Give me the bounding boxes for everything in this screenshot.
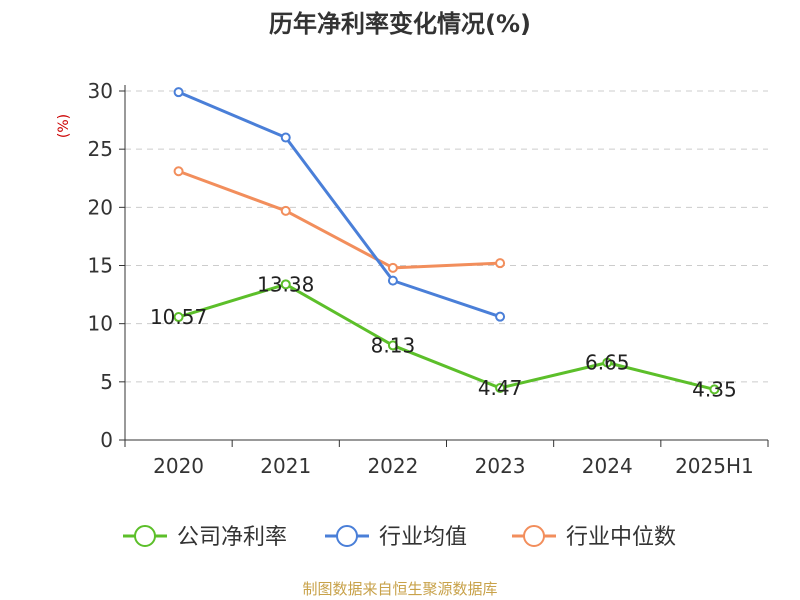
legend-marker <box>523 525 545 547</box>
data-point <box>495 258 506 269</box>
data-point <box>495 382 506 393</box>
data-point <box>280 132 291 143</box>
legend-marker <box>134 525 156 547</box>
series-line <box>178 169 501 270</box>
legend-item: 行业均值 <box>325 525 467 550</box>
legend-label: 公司净利率 <box>177 525 287 550</box>
y-tick-label: 30 <box>88 79 113 103</box>
chart-title: 历年净利率变化情况(%) <box>269 10 531 38</box>
y-tick-label: 0 <box>100 428 113 452</box>
legend-label: 行业中位数 <box>566 525 676 550</box>
data-point <box>709 384 720 395</box>
data-point <box>173 312 184 323</box>
y-tick-label: 10 <box>88 312 113 336</box>
x-tick-label: 2025H1 <box>675 454 754 478</box>
data-point <box>387 275 398 286</box>
x-tick-label: 2024 <box>582 454 633 478</box>
series-lines <box>173 87 720 395</box>
data-point <box>280 279 291 290</box>
x-tick-label: 2022 <box>367 454 418 478</box>
legend-marker <box>336 525 358 547</box>
series-3 <box>173 166 506 273</box>
y-tick-label: 20 <box>88 195 113 219</box>
data-point <box>173 166 184 177</box>
source-note: 制图数据来自恒生聚源数据库 <box>302 580 497 598</box>
y-tick-label: 5 <box>100 370 113 394</box>
data-point <box>602 357 613 368</box>
data-point <box>387 340 398 351</box>
x-tick-label: 2020 <box>153 454 204 478</box>
data-labels: 10.57 13.38 8.13 4.47 6.65 4.35 <box>150 272 737 401</box>
data-label: 13.38 <box>257 272 314 296</box>
y-tick-label: 15 <box>88 254 113 278</box>
legend-item: 公司净利率 <box>123 525 287 550</box>
legend-item: 行业中位数 <box>512 525 676 550</box>
x-tick-label: 2021 <box>260 454 311 478</box>
data-label: 4.35 <box>692 377 737 401</box>
grid-lines <box>125 90 768 383</box>
series-line <box>177 90 501 319</box>
y-axis-unit-label: (%) <box>56 114 72 138</box>
series-line <box>178 282 715 391</box>
data-label: 4.47 <box>478 376 523 400</box>
x-tick-label: 2023 <box>475 454 526 478</box>
data-label: 10.57 <box>150 305 207 329</box>
y-tick-label: 25 <box>88 137 113 161</box>
data-point <box>280 205 291 216</box>
data-label: 8.13 <box>371 333 416 357</box>
data-label: 6.65 <box>585 351 630 375</box>
data-point <box>387 262 398 273</box>
legend-label: 行业均值 <box>379 525 467 550</box>
legend: 公司净利率 行业均值 行业中位数 <box>123 525 676 550</box>
data-point <box>173 87 184 98</box>
axes: 0 5 10 15 20 25 30 2020 2021 2022 2023 2024 2025H1 <box>88 79 769 478</box>
series-1 <box>173 279 720 395</box>
series-2 <box>173 87 506 322</box>
data-point <box>495 311 506 322</box>
